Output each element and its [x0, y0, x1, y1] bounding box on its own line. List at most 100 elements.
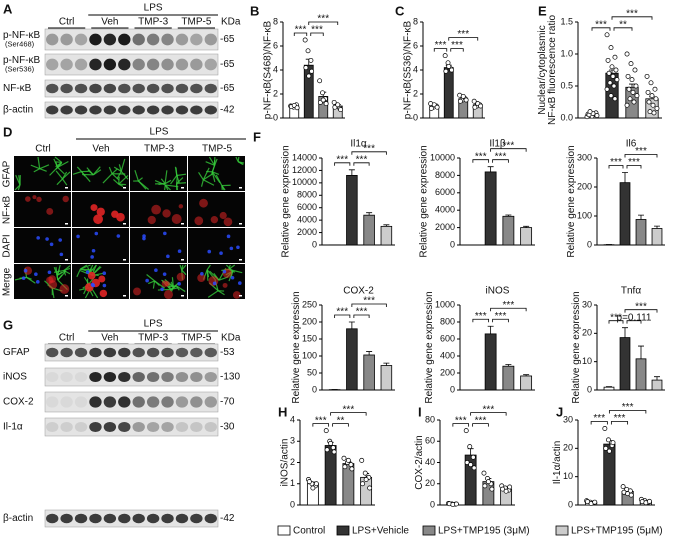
data-point [644, 73, 650, 79]
nucleus [59, 252, 64, 257]
blot-strip [44, 343, 219, 362]
blot-band [190, 347, 203, 358]
cell-signal [133, 287, 141, 296]
cell-signal [199, 198, 208, 208]
y-tick-label: 80 [425, 414, 435, 424]
error-bar [383, 224, 390, 227]
size-label: -65 [220, 34, 235, 45]
cell-signal [59, 284, 70, 294]
legend-label: LPS+TMP195 (3μM) [438, 526, 530, 537]
significance-label: *** [610, 157, 622, 168]
data-point [649, 93, 655, 99]
significance-bracket [490, 148, 527, 152]
cell-process [208, 156, 216, 166]
micrograph [14, 156, 71, 191]
data-point [313, 481, 319, 487]
bar [484, 171, 497, 246]
cell-process [120, 158, 126, 172]
nucleus [145, 278, 149, 283]
y-tick-label: 800 [440, 316, 455, 326]
blot-band [103, 33, 117, 46]
data-point [310, 485, 316, 491]
data-point [363, 477, 369, 482]
significance-bracket [448, 37, 479, 41]
significance-label: *** [503, 300, 515, 311]
blot-band [46, 347, 59, 358]
data-point [317, 78, 323, 84]
cell-process [134, 169, 139, 182]
cell-signal [36, 196, 42, 203]
nucleus [91, 283, 96, 288]
cell-process [108, 166, 113, 174]
nucleus [102, 283, 107, 288]
cell-process [176, 175, 180, 184]
blot-band [74, 105, 88, 115]
blot-band [46, 83, 59, 94]
micrograph [188, 228, 245, 263]
cell-process [157, 288, 171, 291]
y-tick-label: 40 [425, 457, 435, 467]
significance-label: *** [475, 311, 487, 322]
blot-band [89, 371, 102, 383]
blot-band [175, 396, 189, 408]
cell-signal [223, 217, 233, 227]
significance-bracket [470, 412, 507, 416]
error-bar [505, 364, 512, 367]
blot-band [175, 83, 189, 94]
legend-swatch [336, 525, 350, 536]
y-tick-label: 0 [587, 384, 592, 394]
significance-label: *** [455, 415, 467, 426]
cell-process [116, 171, 122, 180]
blot-strip [44, 367, 219, 387]
blot-band [46, 33, 59, 46]
blot-band [161, 421, 174, 433]
blot-band [74, 33, 88, 46]
bar [346, 328, 358, 391]
size-label: -42 [220, 513, 235, 524]
cell-process [120, 170, 129, 180]
blot-band [118, 513, 131, 524]
data-point [592, 499, 598, 505]
data-point [471, 98, 477, 104]
blot-band [132, 421, 145, 433]
blot-band [132, 347, 145, 358]
data-point [645, 89, 651, 95]
cell-signal [147, 215, 156, 225]
cell-process [160, 178, 166, 185]
data-point [624, 51, 630, 57]
cell-process [80, 264, 91, 270]
cell-signal [111, 210, 119, 218]
data-point [302, 37, 308, 43]
data-point [341, 455, 347, 461]
chart-title: Il6 [626, 139, 637, 150]
significance-label: ** [337, 415, 345, 426]
blot-band [204, 58, 217, 71]
blot-band [175, 33, 189, 46]
size-label: -42 [220, 105, 235, 116]
blot-band [132, 58, 145, 71]
bar [324, 445, 337, 506]
significance-label: *** [343, 404, 355, 415]
cell-process [212, 171, 220, 176]
data-point [468, 462, 474, 468]
cell-process [39, 164, 50, 170]
significance-bracket [490, 307, 527, 312]
scale-bar [123, 295, 126, 297]
cell-process [164, 179, 172, 185]
nucleus [76, 234, 80, 239]
data-point [646, 99, 652, 105]
column-label: TMP-3 [144, 144, 174, 155]
nucleus [229, 246, 234, 251]
significance-bracket [492, 318, 509, 323]
error-bar [505, 214, 512, 217]
data-point [608, 93, 614, 99]
y-tick-label: 100 [577, 210, 592, 220]
data-point [604, 32, 610, 38]
cell-process [61, 171, 68, 180]
significance-bracket [624, 154, 658, 158]
data-point [446, 63, 452, 69]
blot-band [146, 421, 160, 433]
blot-band [46, 421, 59, 433]
data-point [481, 470, 487, 476]
blot-strip [44, 28, 219, 51]
